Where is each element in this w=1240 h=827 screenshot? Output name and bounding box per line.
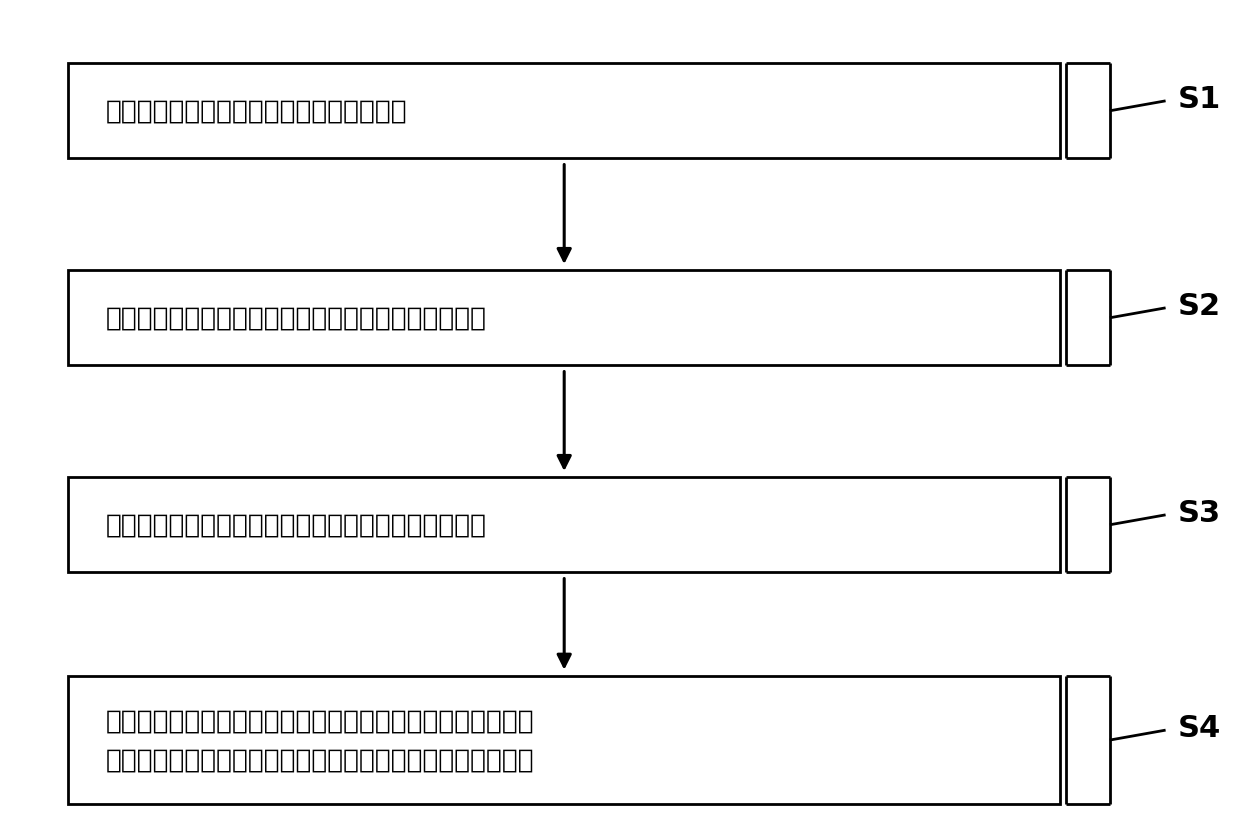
Text: 冷却的冷却系统的供电状态，以使所述冷却系统处于循环状态: 冷却的冷却系统的供电状态，以使所述冷却系统处于循环状态: [105, 747, 534, 772]
Text: 获取所述动力电池包的单体电池的运行状态: 获取所述动力电池包的单体电池的运行状态: [105, 98, 407, 125]
Text: 识别所述动力电池包断电，则控制用于对所述动力电池包进行: 识别所述动力电池包断电，则控制用于对所述动力电池包进行: [105, 708, 534, 734]
Text: 根据所述运行状态判断是否存在发生热失控的单体电池: 根据所述运行状态判断是否存在发生热失控的单体电池: [105, 305, 486, 332]
Bar: [68, 271, 1060, 366]
Bar: [68, 65, 1060, 159]
Text: S4: S4: [1178, 713, 1221, 743]
Text: 若存在热失控的单体电池，获取所述动力电池包的状态: 若存在热失控的单体电池，获取所述动力电池包的状态: [105, 512, 486, 538]
Text: S1: S1: [1178, 84, 1221, 114]
Bar: [68, 676, 1060, 804]
Text: S2: S2: [1178, 291, 1221, 321]
Bar: [68, 478, 1060, 572]
Text: S3: S3: [1178, 498, 1221, 528]
